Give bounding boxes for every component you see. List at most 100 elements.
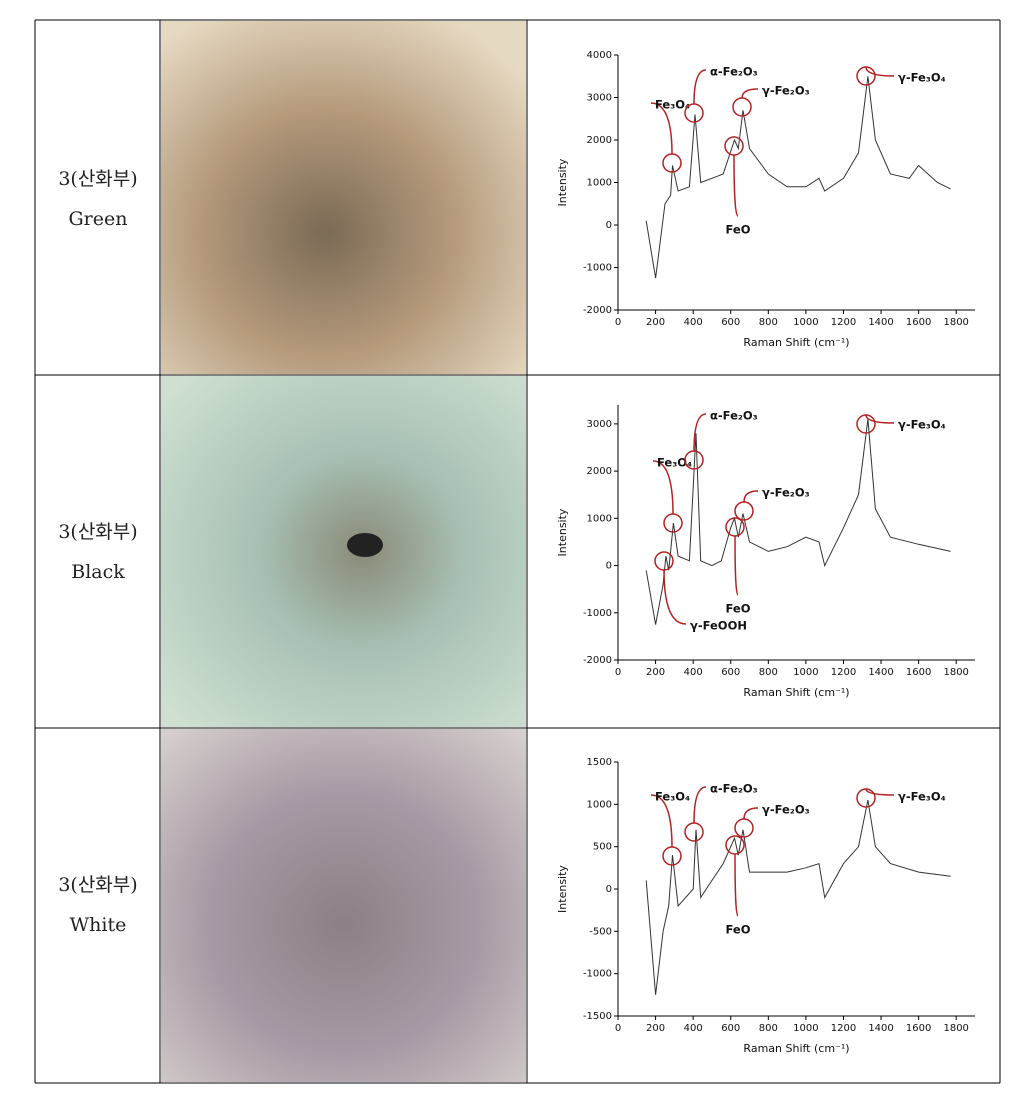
y-axis-title: Intensity [556, 158, 569, 206]
y-axis-title: Intensity [556, 865, 569, 913]
y-tick-label: 1000 [587, 513, 612, 524]
leader-line [734, 853, 739, 917]
leader-line [865, 788, 895, 796]
x-tick-label: 200 [646, 667, 665, 678]
y-tick-label: 3000 [587, 419, 612, 430]
x-tick-label: 0 [615, 317, 621, 328]
x-tick-label: 200 [646, 317, 665, 328]
y-tick-label: 0 [606, 561, 612, 572]
peak-marker [684, 103, 704, 123]
peak-label: FeO [726, 923, 751, 937]
x-tick-label: 1600 [906, 317, 931, 328]
spectrum-line [645, 800, 951, 995]
x-tick-label: 1200 [831, 1023, 856, 1034]
y-tick-label: 2000 [587, 135, 612, 146]
peak-label: γ-Fe₂O₃ [762, 84, 810, 98]
peak-label: Fe₃O₄ [655, 790, 690, 804]
y-tick-label: -1000 [583, 263, 612, 274]
peak-label: γ-Fe₃O₄ [898, 71, 946, 85]
x-tick-label: 0 [615, 1023, 621, 1034]
peak-marker [732, 97, 752, 117]
y-tick-label: 0 [606, 220, 612, 231]
y-axis-title: Intensity [556, 508, 569, 556]
x-tick-label: 400 [684, 317, 703, 328]
peak-label: α-Fe₂O₃ [710, 409, 758, 423]
leader-line [865, 414, 895, 424]
x-tick-label: 1000 [793, 667, 818, 678]
y-tick-label: -1000 [583, 969, 612, 980]
x-tick-label: 1600 [906, 1023, 931, 1034]
x-axis-title: Raman Shift (cm⁻¹) [743, 336, 849, 349]
x-tick-label: 1800 [943, 667, 968, 678]
micrograph [161, 729, 526, 1082]
leader-line [693, 69, 707, 105]
spectrum-line [645, 419, 951, 625]
y-tick-label: 1500 [587, 757, 612, 768]
leader-line [743, 807, 759, 820]
y-tick-label: 3000 [587, 93, 612, 104]
leader-line [865, 66, 895, 77]
sample-color: White [70, 914, 127, 936]
y-tick-label: 1000 [587, 178, 612, 189]
x-tick-label: 1400 [868, 317, 893, 328]
y-tick-label: 1000 [587, 799, 612, 810]
y-tick-label: 2000 [587, 466, 612, 477]
peak-label: γ-Fe₂O₃ [762, 486, 810, 500]
y-tick-label: 0 [606, 884, 612, 895]
sample-label: 3(산화부) [58, 168, 137, 190]
x-tick-label: 1400 [868, 667, 893, 678]
y-tick-label: -500 [589, 926, 612, 937]
y-tick-label: 4000 [587, 50, 612, 61]
peak-marker [684, 822, 704, 842]
peak-label: γ-Fe₂O₃ [762, 803, 810, 817]
leader-line [734, 535, 739, 596]
x-tick-label: 1200 [831, 317, 856, 328]
x-tick-label: 0 [615, 667, 621, 678]
x-tick-label: 600 [721, 317, 740, 328]
x-tick-label: 1200 [831, 667, 856, 678]
leader-line [741, 88, 759, 99]
peak-label: α-Fe₂O₃ [710, 782, 758, 796]
x-tick-label: 800 [759, 667, 778, 678]
micrograph [161, 21, 526, 374]
x-tick-label: 600 [721, 1023, 740, 1034]
peak-label: γ-Fe₃O₄ [898, 790, 946, 804]
peak-label: α-Fe₂O₃ [710, 65, 758, 79]
leader-line [652, 460, 674, 515]
x-tick-label: 200 [646, 1023, 665, 1034]
y-tick-label: -2000 [583, 305, 612, 316]
x-tick-label: 1600 [906, 667, 931, 678]
peak-marker [856, 788, 876, 808]
leader-line [743, 490, 759, 503]
peak-marker [856, 414, 876, 434]
leader-line [650, 102, 673, 155]
leader-line [693, 413, 707, 452]
peak-label: FeO [726, 602, 751, 616]
x-tick-label: 400 [684, 667, 703, 678]
peak-label: Fe₃O₄ [657, 456, 692, 470]
leader-line [663, 569, 687, 625]
x-tick-label: 800 [759, 317, 778, 328]
x-tick-label: 400 [684, 1023, 703, 1034]
y-tick-label: 500 [593, 842, 612, 853]
x-axis-title: Raman Shift (cm⁻¹) [743, 1042, 849, 1055]
y-tick-label: -1000 [583, 608, 612, 619]
micrograph-particle [347, 533, 383, 557]
x-axis-title: Raman Shift (cm⁻¹) [743, 686, 849, 699]
x-tick-label: 1000 [793, 317, 818, 328]
peak-marker [654, 551, 674, 571]
y-tick-label: -1500 [583, 1011, 612, 1022]
leader-line [733, 154, 739, 217]
x-tick-label: 1400 [868, 1023, 893, 1034]
peak-label: FeO [726, 223, 751, 237]
sample-label: 3(산화부) [58, 874, 137, 896]
x-tick-label: 1800 [943, 1023, 968, 1034]
table-grid [34, 19, 1001, 1084]
y-tick-label: -2000 [583, 655, 612, 666]
sample-color: Black [71, 561, 125, 583]
peak-label: γ-FeOOH [690, 619, 747, 633]
peak-marker [724, 136, 744, 156]
peak-label: γ-Fe₃O₄ [898, 418, 946, 432]
